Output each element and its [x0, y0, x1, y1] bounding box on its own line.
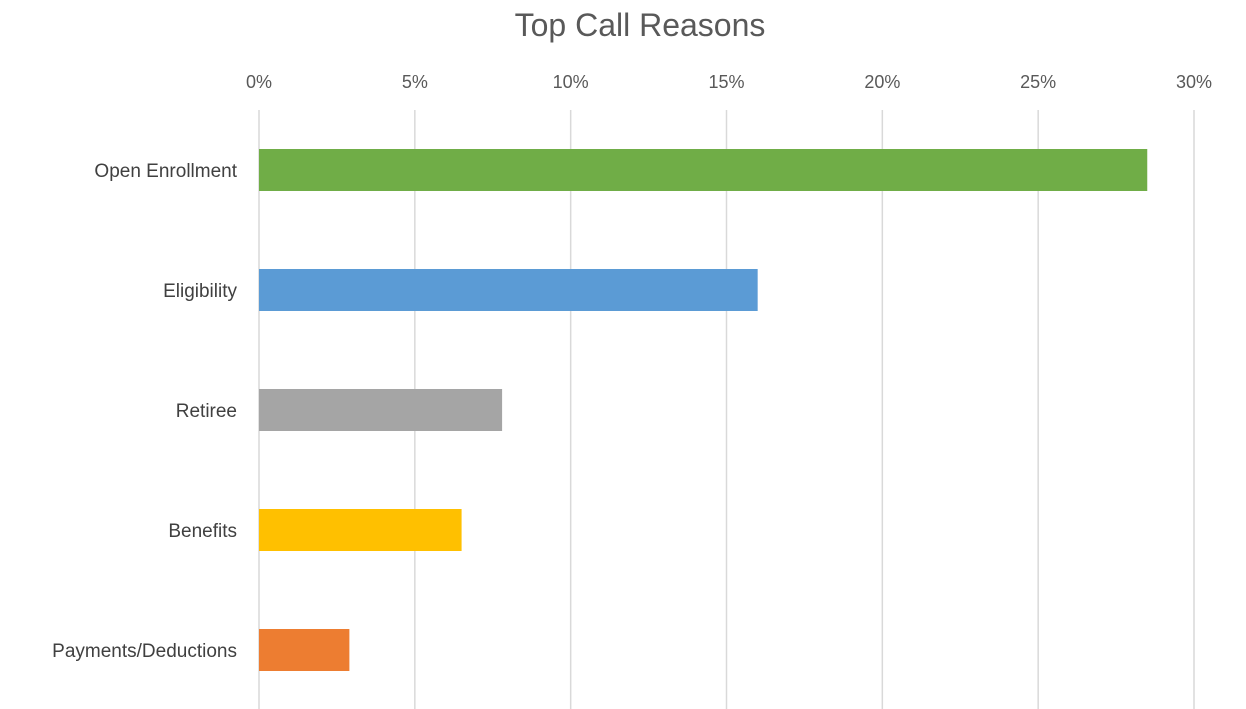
x-tick-label: 5%: [402, 72, 428, 92]
x-tick-label: 10%: [553, 72, 589, 92]
category-label: Retiree: [176, 401, 237, 422]
x-tick-label: 30%: [1176, 72, 1212, 92]
category-labels: Open Enrollment Eligibility Retiree Benefit…: [52, 161, 238, 662]
category-label: Eligibility: [163, 281, 237, 302]
category-label: Payments/Deductions: [52, 641, 237, 662]
chart-title: Top Call Reasons: [515, 7, 766, 43]
bar-retiree: [259, 389, 503, 431]
category-label: Benefits: [168, 521, 237, 542]
bar-payments-deductions: [259, 629, 350, 671]
bars: [259, 149, 1148, 671]
bar-eligibility: [259, 269, 758, 311]
bar-benefits: [259, 509, 462, 551]
x-axis-tick-labels: 0% 5% 10% 15% 20% 25% 30%: [246, 72, 1212, 92]
x-tick-label: 0%: [246, 72, 272, 92]
x-tick-label: 20%: [864, 72, 900, 92]
x-tick-label: 25%: [1020, 72, 1056, 92]
gridlines: [258, 110, 1195, 709]
bar-open-enrollment: [259, 149, 1148, 191]
category-label: Open Enrollment: [94, 161, 237, 182]
x-tick-label: 15%: [708, 72, 744, 92]
